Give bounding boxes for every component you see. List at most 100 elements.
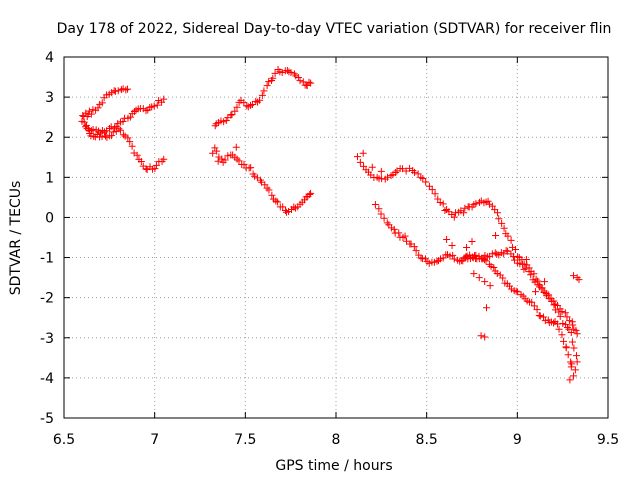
data-point [152,161,160,169]
data-point [468,238,476,246]
data-point [419,174,427,182]
data-point [247,164,255,172]
y-tick-label: 2 [45,130,54,146]
data-point [564,351,572,359]
y-tick-label: 0 [45,210,54,226]
data-point [550,319,558,327]
data-point [475,274,483,282]
data-point [82,109,90,117]
data-point [221,156,229,164]
data-point [567,358,575,366]
data-point [494,209,502,217]
data-point [235,157,243,165]
data-point [530,270,538,278]
data-point [483,304,491,312]
data-point [502,247,510,255]
data-point [228,111,236,119]
data-point [142,107,150,115]
data-point [209,149,217,157]
data-point [527,271,535,279]
data-point [390,225,398,233]
data-point [507,236,515,244]
data-point [123,85,131,93]
data-point [401,232,409,240]
data-point [271,69,279,77]
data-point [137,157,145,165]
data-point [265,78,273,86]
data-point [562,344,570,352]
data-point [155,96,163,104]
data-point [356,158,364,166]
data-point [567,328,575,336]
grid-lines [64,57,608,418]
data-point [256,96,264,104]
data-point [428,186,436,194]
data-point [411,168,419,176]
data-point [422,178,430,186]
data-point [563,313,571,321]
data-point [387,172,395,180]
data-point [119,131,127,139]
data-point [512,287,520,295]
x-axis-label: GPS time / hours [275,458,392,474]
data-point [530,302,538,310]
data-point [570,344,578,352]
data-point [555,325,563,333]
data-point [520,265,528,273]
data-point [94,104,102,112]
data-point [268,191,276,199]
data-point [568,360,576,368]
data-point [111,124,119,132]
data-point [150,102,158,110]
y-tick-label: -4 [40,371,54,387]
chart-title: Day 178 of 2022, Sidereal Day-to-day VTE… [57,21,612,37]
data-point [556,312,564,320]
data-point [98,99,106,107]
data-point [307,79,315,87]
data-point [550,301,558,309]
data-point [525,268,533,276]
y-axis-label: SDTVAR / TECUs [8,181,24,296]
data-point [252,97,260,105]
data-point [560,337,568,345]
data-point [504,232,512,240]
data-point [433,257,441,265]
data-point [536,312,544,320]
data-point [425,182,433,190]
data-point [499,274,507,282]
y-tick-label: -3 [40,331,54,347]
data-point [371,201,379,209]
data-point [90,132,98,140]
x-tick-label: 9.5 [597,432,619,448]
data-point [531,288,539,296]
data-point [498,219,506,227]
data-point [441,207,449,215]
data-point [126,113,134,121]
data-point [151,165,159,173]
data-point [541,278,549,286]
data-point [283,66,291,74]
data-point [570,272,578,280]
data-point [572,352,580,360]
data-point [443,236,451,244]
data-point [119,117,127,125]
data-point [263,82,271,90]
data-point [258,91,266,99]
data-point [392,169,400,177]
data-point [540,313,548,321]
data-point [573,330,581,338]
data-point [224,152,232,160]
data-point [533,306,541,314]
data-point [522,264,530,272]
x-tick-label: 8 [332,432,341,448]
data-point [472,200,480,208]
data-point [575,276,583,284]
data-point [417,254,425,262]
data-point [306,190,314,198]
data-point [532,275,540,283]
data-point [561,309,569,317]
data-point [287,68,295,76]
data-point [472,251,480,259]
data-point [272,197,280,205]
x-tick-label: 7 [150,432,159,448]
